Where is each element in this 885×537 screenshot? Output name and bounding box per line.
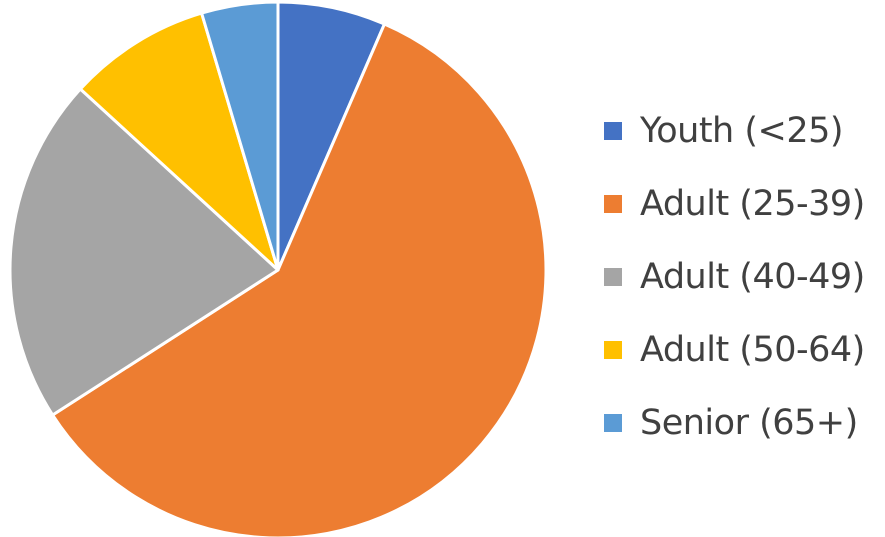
legend-label-senior-65: Senior (65+) bbox=[640, 403, 858, 443]
pie-slice-adult-25-39 bbox=[51, 22, 548, 537]
legend-swatch-senior-65 bbox=[604, 414, 622, 432]
chart-legend: Youth (<25) Adult (25-39) Adult (40-49) Adu… bbox=[604, 107, 885, 447]
pie-slice-senior-65 bbox=[200, 0, 280, 272]
pie-plot-area bbox=[8, 0, 548, 537]
legend-label-youth-25: Youth (<25) bbox=[640, 111, 844, 151]
legend-item-youth-25: Youth (<25) bbox=[604, 107, 885, 155]
pie-slice-adult-50-64 bbox=[78, 11, 280, 272]
legend-item-senior-65: Senior (65+) bbox=[604, 399, 885, 447]
legend-label-adult-50-64: Adult (50-64) bbox=[640, 330, 865, 370]
legend-label-adult-25-39: Adult (25-39) bbox=[640, 184, 865, 224]
legend-item-adult-40-49: Adult (40-49) bbox=[604, 253, 885, 301]
pie-slice-youth-25 bbox=[276, 0, 386, 272]
legend-swatch-adult-25-39 bbox=[604, 195, 622, 213]
legend-swatch-youth-25 bbox=[604, 122, 622, 140]
legend-swatch-adult-50-64 bbox=[604, 341, 622, 359]
legend-item-adult-50-64: Adult (50-64) bbox=[604, 326, 885, 374]
legend-swatch-adult-40-49 bbox=[604, 268, 622, 286]
legend-item-adult-25-39: Adult (25-39) bbox=[604, 180, 885, 228]
legend-label-adult-40-49: Adult (40-49) bbox=[640, 257, 865, 297]
pie-slice-adult-40-49 bbox=[8, 87, 280, 417]
